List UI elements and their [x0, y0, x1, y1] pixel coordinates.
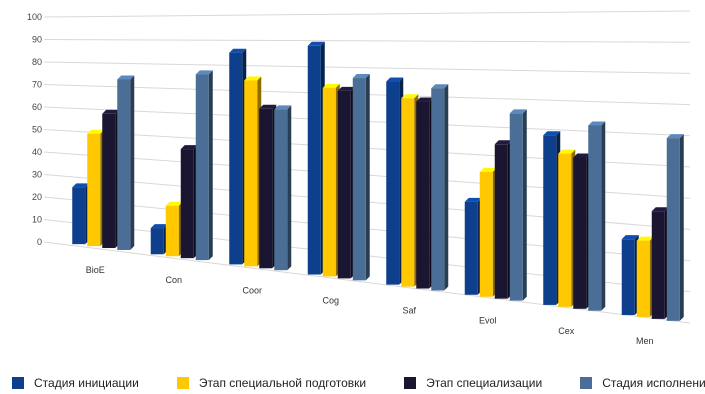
bar [87, 129, 105, 247]
bar [666, 134, 684, 321]
bar [636, 236, 654, 317]
grid-line [43, 61, 691, 74]
legend-item: Этап специальной подготовки [176, 376, 367, 390]
bar [464, 197, 482, 295]
bars [72, 41, 684, 321]
bar [651, 207, 669, 319]
legend-label: Стадия инициации [34, 376, 139, 390]
bar [274, 105, 292, 271]
x-tick-label: Con [165, 275, 182, 285]
legend-swatch [404, 377, 417, 389]
bar [479, 167, 497, 297]
legend-label: Этап специальной подготовки [198, 376, 367, 390]
x-tick-label: Cex [558, 326, 575, 336]
bar [431, 84, 449, 291]
y-tick-label: 60 [32, 102, 42, 112]
bar [337, 86, 355, 279]
x-tick-label: Men [636, 336, 654, 346]
y-tick-label: 30 [32, 170, 42, 180]
bar [307, 41, 325, 275]
y-tick-label: 100 [27, 12, 42, 22]
y-tick-label: 80 [32, 57, 42, 67]
bar [494, 140, 512, 299]
legend-swatch [176, 377, 189, 389]
bar [588, 121, 606, 311]
y-tick-label: 40 [32, 147, 42, 157]
legend-swatch [580, 377, 593, 389]
y-tick-label: 0 [37, 237, 42, 247]
bar [180, 145, 198, 259]
bar [244, 76, 262, 267]
bar [543, 131, 561, 305]
bar [386, 77, 404, 285]
legend-label: Этап специализации [426, 376, 543, 390]
grid-line [43, 241, 691, 324]
legend-item: Стадия инициации [12, 376, 139, 390]
y-tick-label: 20 [32, 192, 42, 202]
bar [102, 109, 120, 249]
bar [165, 201, 183, 257]
legend-item: Стадия исполнения [580, 376, 705, 390]
bar-chart: 0 10 20 30 40 50 60 70 80 90 100 BioE Con Coor Cog Saf… [27, 10, 691, 346]
bar [509, 109, 527, 301]
bar [229, 48, 247, 265]
bar [117, 75, 135, 250]
x-tick-label: Cog [322, 295, 339, 305]
y-tick-label: 90 [32, 35, 42, 45]
bar [401, 94, 419, 287]
bar [150, 224, 168, 255]
bar [621, 235, 639, 316]
x-tick-label: BioE [86, 265, 105, 275]
bar [195, 70, 213, 261]
bar [558, 149, 576, 307]
y-tick-label: 10 [32, 215, 42, 225]
bar [352, 74, 370, 281]
legend-swatch [12, 377, 24, 389]
x-tick-label: Coor [242, 285, 262, 295]
grid-line [43, 10, 691, 18]
bar [72, 183, 90, 245]
y-axis-ticks: 0 10 20 30 40 50 60 70 80 90 100 [27, 12, 42, 247]
x-tick-label: Saf [402, 306, 416, 316]
bar [322, 83, 340, 277]
legend: Стадия инициации Этап специальной подгото… [12, 372, 705, 394]
grid-line [43, 39, 691, 43]
legend-label: Стадия исполнения [602, 376, 705, 390]
bar [259, 104, 277, 269]
y-tick-label: 70 [32, 80, 42, 90]
bar [416, 97, 434, 289]
x-axis-ticks: BioE Con Coor Cog Saf Evol Cex Men [86, 265, 654, 346]
x-tick-label: Evol [479, 316, 497, 326]
y-tick-label: 50 [32, 125, 42, 135]
bar [573, 153, 591, 309]
legend-item: Этап специализации [404, 376, 542, 390]
